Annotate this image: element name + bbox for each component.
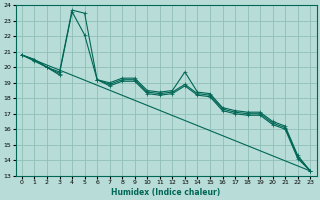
X-axis label: Humidex (Indice chaleur): Humidex (Indice chaleur): [111, 188, 221, 197]
